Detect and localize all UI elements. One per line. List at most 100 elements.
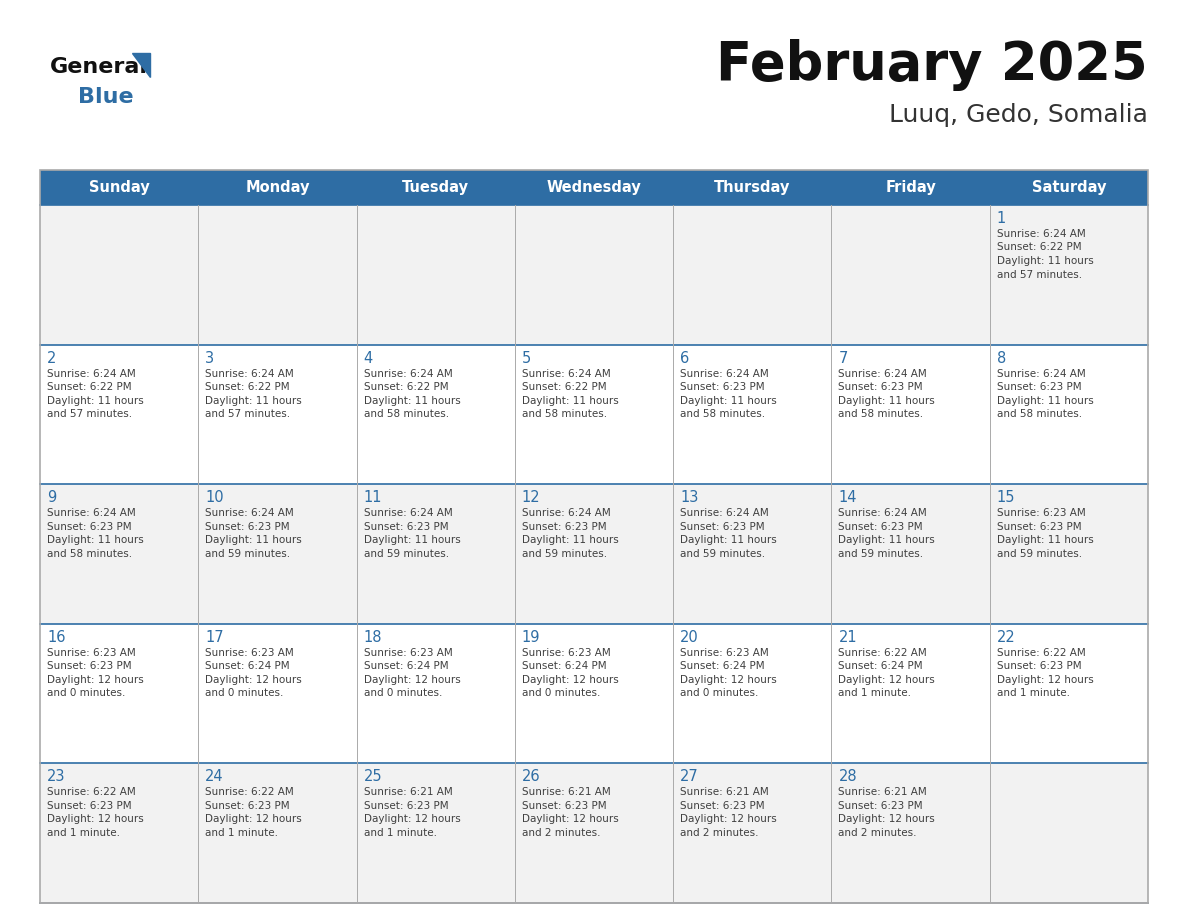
Bar: [514, 170, 674, 205]
Text: Daylight: 12 hours: Daylight: 12 hours: [997, 675, 1093, 685]
Text: and 0 minutes.: and 0 minutes.: [48, 688, 126, 699]
Text: Sunset: 6:23 PM: Sunset: 6:23 PM: [364, 800, 448, 811]
Text: and 59 minutes.: and 59 minutes.: [206, 549, 290, 559]
Text: Thursday: Thursday: [714, 180, 790, 195]
Text: Sunrise: 6:24 AM: Sunrise: 6:24 AM: [48, 369, 135, 378]
Bar: [990, 344, 1148, 484]
Text: Sunrise: 6:23 AM: Sunrise: 6:23 AM: [206, 648, 295, 658]
Text: Daylight: 12 hours: Daylight: 12 hours: [681, 675, 777, 685]
Text: Monday: Monday: [245, 180, 310, 195]
Text: Daylight: 11 hours: Daylight: 11 hours: [206, 535, 302, 545]
Text: and 0 minutes.: and 0 minutes.: [681, 688, 758, 699]
Bar: [40, 170, 198, 205]
Text: Sunrise: 6:21 AM: Sunrise: 6:21 AM: [839, 788, 927, 798]
Text: and 57 minutes.: and 57 minutes.: [997, 270, 1082, 279]
Text: 7: 7: [839, 351, 848, 365]
Bar: [40, 624, 198, 764]
Text: 18: 18: [364, 630, 383, 644]
Text: 20: 20: [681, 630, 699, 644]
Bar: [356, 205, 514, 344]
Text: and 58 minutes.: and 58 minutes.: [364, 409, 449, 420]
Text: and 58 minutes.: and 58 minutes.: [839, 409, 923, 420]
Text: Sunrise: 6:24 AM: Sunrise: 6:24 AM: [681, 509, 769, 518]
Text: Daylight: 11 hours: Daylight: 11 hours: [997, 396, 1093, 406]
Text: Sunrise: 6:22 AM: Sunrise: 6:22 AM: [206, 788, 295, 798]
Text: 19: 19: [522, 630, 541, 644]
Bar: [674, 170, 832, 205]
Bar: [674, 205, 832, 344]
Bar: [990, 764, 1148, 903]
Text: Sunset: 6:22 PM: Sunset: 6:22 PM: [48, 382, 132, 392]
Bar: [356, 170, 514, 205]
Text: Daylight: 12 hours: Daylight: 12 hours: [206, 675, 302, 685]
Text: Sunset: 6:23 PM: Sunset: 6:23 PM: [681, 800, 765, 811]
Text: 27: 27: [681, 769, 699, 784]
Bar: [198, 764, 356, 903]
Text: Sunrise: 6:22 AM: Sunrise: 6:22 AM: [839, 648, 927, 658]
Bar: [832, 624, 990, 764]
Text: Daylight: 11 hours: Daylight: 11 hours: [48, 396, 144, 406]
Text: Sunrise: 6:24 AM: Sunrise: 6:24 AM: [364, 369, 453, 378]
Bar: [990, 624, 1148, 764]
Text: 21: 21: [839, 630, 857, 644]
Text: Sunrise: 6:24 AM: Sunrise: 6:24 AM: [839, 369, 927, 378]
Text: Tuesday: Tuesday: [403, 180, 469, 195]
Bar: [198, 484, 356, 624]
Text: Sunset: 6:24 PM: Sunset: 6:24 PM: [839, 661, 923, 671]
Bar: [832, 764, 990, 903]
Text: Sunrise: 6:23 AM: Sunrise: 6:23 AM: [522, 648, 611, 658]
Text: Daylight: 12 hours: Daylight: 12 hours: [522, 814, 619, 824]
Text: Sunrise: 6:24 AM: Sunrise: 6:24 AM: [839, 509, 927, 518]
Text: 6: 6: [681, 351, 689, 365]
Text: Luuq, Gedo, Somalia: Luuq, Gedo, Somalia: [889, 103, 1148, 127]
Text: 9: 9: [48, 490, 56, 505]
Text: Sunrise: 6:24 AM: Sunrise: 6:24 AM: [997, 369, 1086, 378]
Text: 2: 2: [48, 351, 56, 365]
Text: Sunset: 6:23 PM: Sunset: 6:23 PM: [997, 661, 1081, 671]
Bar: [198, 624, 356, 764]
Text: Daylight: 12 hours: Daylight: 12 hours: [839, 675, 935, 685]
Text: and 2 minutes.: and 2 minutes.: [681, 828, 759, 838]
Text: Sunset: 6:23 PM: Sunset: 6:23 PM: [364, 521, 448, 532]
Text: Daylight: 12 hours: Daylight: 12 hours: [48, 814, 144, 824]
Text: Sunset: 6:24 PM: Sunset: 6:24 PM: [522, 661, 607, 671]
Text: and 1 minute.: and 1 minute.: [997, 688, 1069, 699]
Text: 24: 24: [206, 769, 223, 784]
Text: 28: 28: [839, 769, 857, 784]
Text: and 59 minutes.: and 59 minutes.: [839, 549, 923, 559]
Text: Sunset: 6:22 PM: Sunset: 6:22 PM: [206, 382, 290, 392]
Text: and 59 minutes.: and 59 minutes.: [997, 549, 1082, 559]
Text: and 0 minutes.: and 0 minutes.: [522, 688, 600, 699]
Bar: [40, 344, 198, 484]
Text: and 2 minutes.: and 2 minutes.: [522, 828, 600, 838]
Text: and 58 minutes.: and 58 minutes.: [997, 409, 1082, 420]
Text: 12: 12: [522, 490, 541, 505]
Text: Daylight: 11 hours: Daylight: 11 hours: [48, 535, 144, 545]
Text: 26: 26: [522, 769, 541, 784]
Text: and 0 minutes.: and 0 minutes.: [206, 688, 284, 699]
Text: General: General: [50, 57, 148, 77]
Bar: [990, 484, 1148, 624]
Text: Sunrise: 6:22 AM: Sunrise: 6:22 AM: [48, 788, 135, 798]
Text: Sunrise: 6:21 AM: Sunrise: 6:21 AM: [364, 788, 453, 798]
Text: Sunrise: 6:23 AM: Sunrise: 6:23 AM: [364, 648, 453, 658]
Text: and 1 minute.: and 1 minute.: [206, 828, 278, 838]
Text: Sunset: 6:23 PM: Sunset: 6:23 PM: [839, 521, 923, 532]
Text: Sunrise: 6:24 AM: Sunrise: 6:24 AM: [522, 369, 611, 378]
Text: Sunset: 6:23 PM: Sunset: 6:23 PM: [48, 800, 132, 811]
Text: Sunset: 6:22 PM: Sunset: 6:22 PM: [364, 382, 448, 392]
Text: Sunrise: 6:24 AM: Sunrise: 6:24 AM: [997, 229, 1086, 239]
Text: 1: 1: [997, 211, 1006, 226]
Text: and 0 minutes.: and 0 minutes.: [364, 688, 442, 699]
Text: Daylight: 11 hours: Daylight: 11 hours: [681, 535, 777, 545]
Bar: [514, 484, 674, 624]
Text: Daylight: 11 hours: Daylight: 11 hours: [997, 256, 1093, 266]
Text: Daylight: 11 hours: Daylight: 11 hours: [522, 396, 619, 406]
Text: Sunset: 6:24 PM: Sunset: 6:24 PM: [681, 661, 765, 671]
Text: and 2 minutes.: and 2 minutes.: [839, 828, 917, 838]
Polygon shape: [132, 53, 150, 77]
Text: 3: 3: [206, 351, 214, 365]
Text: 22: 22: [997, 630, 1016, 644]
Text: Wednesday: Wednesday: [546, 180, 642, 195]
Text: February 2025: February 2025: [716, 39, 1148, 91]
